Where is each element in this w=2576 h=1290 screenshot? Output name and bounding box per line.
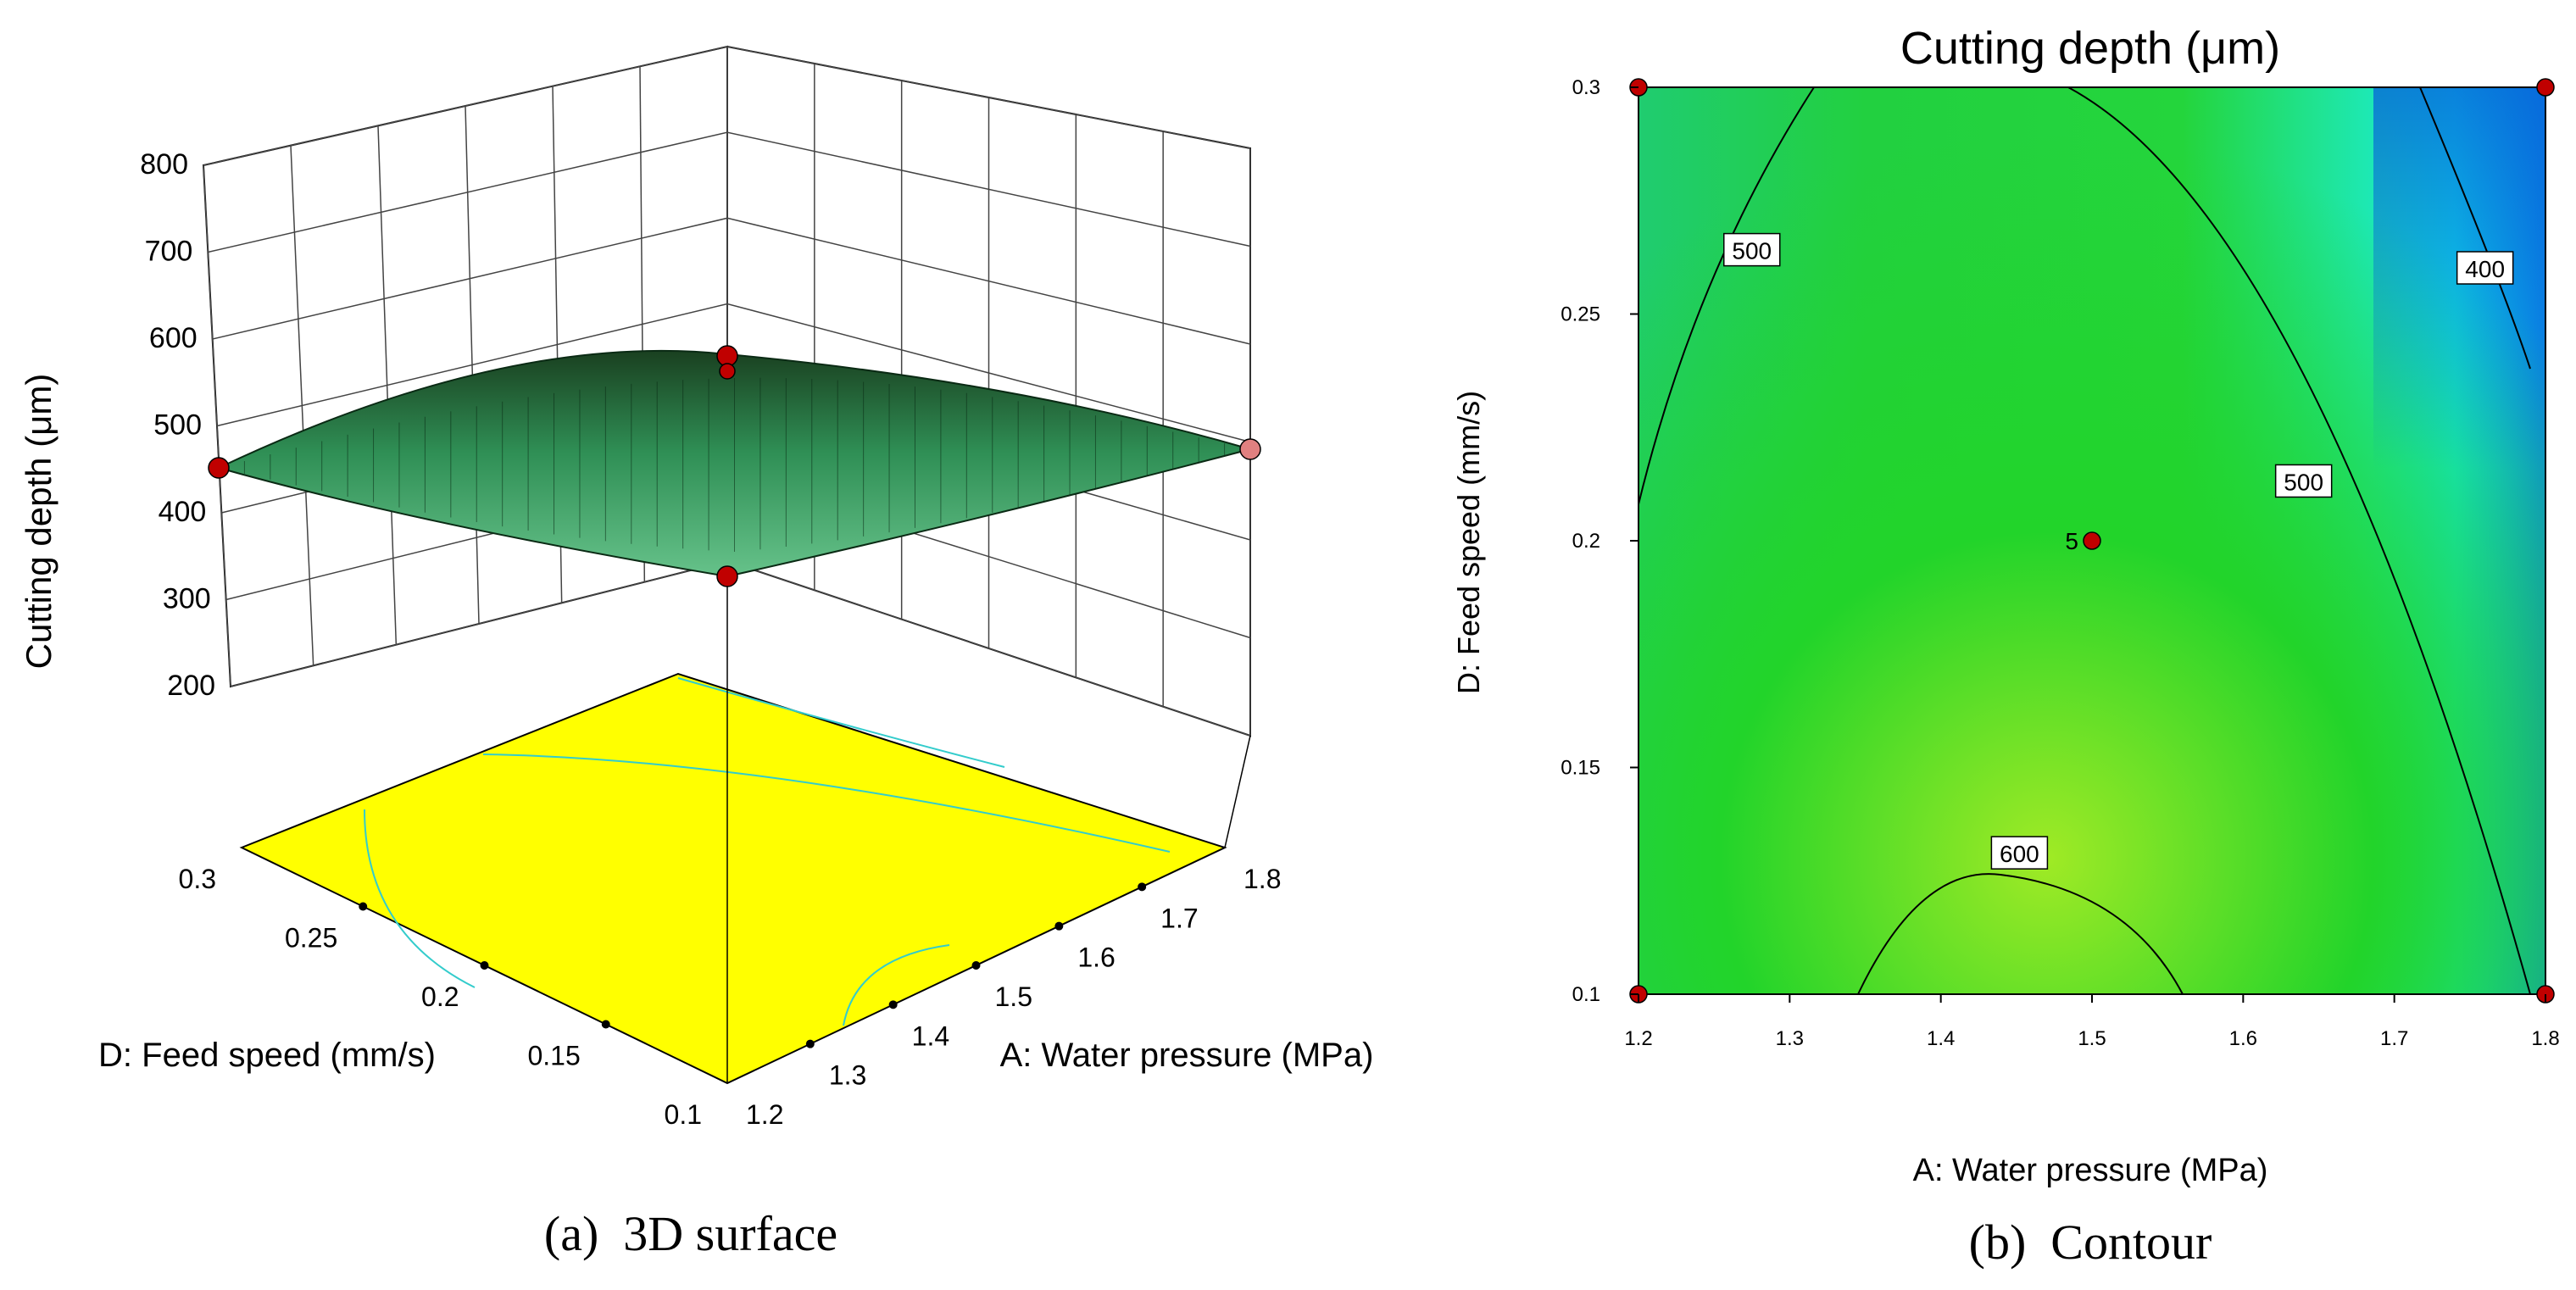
surface-axis-text: 200 300 400 500 600 700 800 1.2 1.3 1.4 1.5 1.6 1.7 1… — [140, 148, 1281, 1130]
surface-design-point — [1239, 438, 1261, 460]
contour-level-box — [1723, 232, 1781, 267]
contour-level-label: 400 — [2465, 256, 2505, 282]
surface-x-tick-mark — [971, 961, 981, 970]
contour-x-tick: 1.6 — [2229, 1027, 2257, 1050]
surface-design-points — [208, 345, 1261, 587]
contour-plot-area — [1638, 86, 2546, 995]
surface-y-label: D: Feed speed (mm/s) — [98, 1037, 436, 1074]
contour-title: Cutting depth (μm) — [1900, 23, 2280, 74]
contour-line-600 — [1857, 873, 2184, 995]
surface-y-tick: 0.25 — [285, 923, 337, 954]
surface-x-tick: 1.8 — [1243, 864, 1281, 894]
contour-level-label: 500 — [1732, 238, 1772, 264]
contour-x-tick: 1.2 — [1624, 1027, 1652, 1050]
surface-y-tick-mark — [601, 1020, 610, 1029]
contour-x-tick: 1.7 — [2380, 1027, 2408, 1050]
contour-y-tick: 0.3 — [1572, 76, 1600, 99]
contour-x-tick: 1.4 — [1927, 1027, 1955, 1050]
contour-level-box — [2456, 251, 2514, 285]
surface-x-tick: 1.7 — [1160, 903, 1198, 933]
contour-ticks: 1.2 1.3 1.4 1.5 1.6 1.7 1.8 0.1 0.15 0.2 0.25 0.3 — [1561, 76, 2559, 1050]
contour-line-500-left — [1638, 86, 1815, 505]
surface-x-tick-mark — [1138, 882, 1147, 892]
surface-x-tick-mark — [888, 1000, 898, 1009]
contour-x-tick: 1.8 — [2531, 1027, 2559, 1050]
contour-design-points: 5 — [1629, 78, 2555, 1004]
surface-x-tick: 1.6 — [1077, 942, 1115, 973]
contour-lines — [1638, 86, 2531, 995]
floor-contour-line — [364, 809, 476, 988]
contour-x-label: A: Water pressure (MPa) — [1913, 1153, 2268, 1188]
surface-x-tick-mark — [1054, 921, 1064, 931]
surface-design-point — [719, 363, 736, 380]
surface-z-tick: 500 — [153, 409, 202, 442]
surface-caption: (a) 3D surface — [544, 1206, 837, 1261]
surface-x-tick: 1.2 — [746, 1099, 783, 1130]
contour-caption: (b) Contour — [1969, 1215, 2212, 1270]
surface-design-point — [208, 457, 230, 479]
surface-panel: 200 300 400 500 600 700 800 1.2 1.3 1.4 1.5 1.6 1.7 1… — [19, 45, 1374, 1261]
contour-center-count: 5 — [2065, 528, 2078, 554]
contour-level-box — [2274, 464, 2333, 498]
surface-x-tick: 1.5 — [995, 981, 1032, 1012]
contour-y-tick: 0.1 — [1572, 983, 1600, 1006]
contour-y-label: D: Feed speed (mm/s) — [1451, 391, 1486, 694]
contour-y-tick: 0.2 — [1572, 530, 1600, 553]
surface-z-tick: 400 — [159, 496, 207, 528]
surface-grid-lines — [203, 46, 1251, 737]
surface-x-label: A: Water pressure (MPa) — [1000, 1037, 1374, 1074]
surface-wall-gridline — [465, 105, 480, 625]
contour-x-tick: 1.5 — [2078, 1027, 2106, 1050]
surface-mesh — [243, 377, 1226, 552]
floor-contour-line — [482, 753, 1171, 853]
floor-contour-line — [843, 944, 950, 1026]
surface-z-tick: 200 — [167, 670, 215, 702]
surface-z-tick: 700 — [145, 236, 193, 268]
response-surface — [216, 349, 1254, 578]
surface-drop-lines — [726, 561, 1251, 1083]
contour-level-box — [1990, 836, 2049, 870]
contour-level-label: 600 — [2000, 841, 2039, 867]
contour-panel: 5 400 500 500 600 1.2 1.3 1.4 1.5 1.6 1.7 1.8 0.1 0… — [1451, 23, 2560, 1270]
surface-wall-gridline — [203, 164, 231, 687]
surface-y-tick-mark — [359, 902, 368, 911]
surface-y-tick-mark — [480, 961, 489, 970]
contour-level-label: 500 — [2284, 469, 2323, 495]
contour-center-point — [2083, 531, 2101, 550]
surface-z-tick: 300 — [163, 583, 211, 615]
surface-x-tick: 1.3 — [829, 1060, 866, 1091]
surface-y-tick: 0.15 — [527, 1041, 580, 1071]
surface-z-tick: 800 — [140, 148, 188, 181]
contour-x-tick: 1.3 — [1776, 1027, 1804, 1050]
surface-z-gridline — [208, 131, 1251, 253]
surface-wall-gridline — [290, 145, 314, 666]
contour-y-tick: 0.25 — [1561, 303, 1600, 326]
surface-z-gridline — [212, 217, 1251, 345]
surface-y-tick: 0.1 — [665, 1099, 702, 1130]
floor-contour-line — [677, 677, 1005, 768]
contour-line-500-right — [2067, 86, 2531, 995]
surface-z-label: Cutting depth (μm) — [19, 374, 58, 670]
surface-x-tick: 1.4 — [912, 1020, 949, 1051]
surface-y-tick: 0.2 — [421, 981, 459, 1012]
contour-y-tick: 0.15 — [1561, 757, 1600, 780]
surface-x-tick-mark — [805, 1039, 815, 1048]
surface-design-point — [716, 565, 738, 587]
contour-design-point — [2536, 78, 2555, 97]
surface-wall-gridline — [377, 125, 398, 645]
surface-floor — [239, 672, 1227, 1085]
surface-y-tick: 0.3 — [179, 864, 216, 894]
surface-z-tick: 600 — [149, 322, 198, 354]
contour-level-labels: 400 500 500 600 — [1723, 232, 2514, 870]
